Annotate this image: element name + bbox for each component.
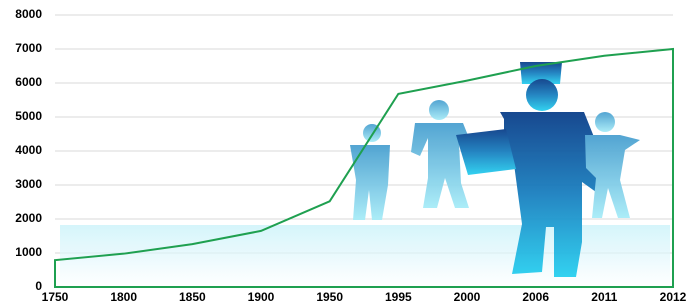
x-tick-label: 1950: [316, 290, 343, 304]
y-tick-label: 2000: [15, 211, 42, 225]
x-tick-label: 2006: [522, 290, 549, 304]
person: [585, 112, 640, 218]
x-tick-label: 1900: [248, 290, 275, 304]
y-tick-label: 4000: [15, 143, 42, 157]
y-tick-label: 8000: [15, 7, 42, 21]
x-tick-label: 1800: [110, 290, 137, 304]
silhouettes: [60, 62, 670, 287]
x-tick-label: 2000: [454, 290, 481, 304]
x-tick-label: 2011: [591, 290, 617, 304]
x-tick-label: 2012: [660, 290, 687, 304]
y-tick-label: 6000: [15, 75, 42, 89]
y-tick-label: 1000: [15, 245, 42, 259]
chart: 0100020003000400050006000700080001750180…: [0, 0, 692, 305]
x-tick-label: 1995: [385, 290, 412, 304]
x-tick-label: 1850: [179, 290, 206, 304]
y-tick-label: 5000: [15, 109, 42, 123]
x-tick-label: 1750: [42, 290, 69, 304]
y-tick-label: 7000: [15, 41, 42, 55]
y-tick-label: 3000: [15, 177, 42, 191]
